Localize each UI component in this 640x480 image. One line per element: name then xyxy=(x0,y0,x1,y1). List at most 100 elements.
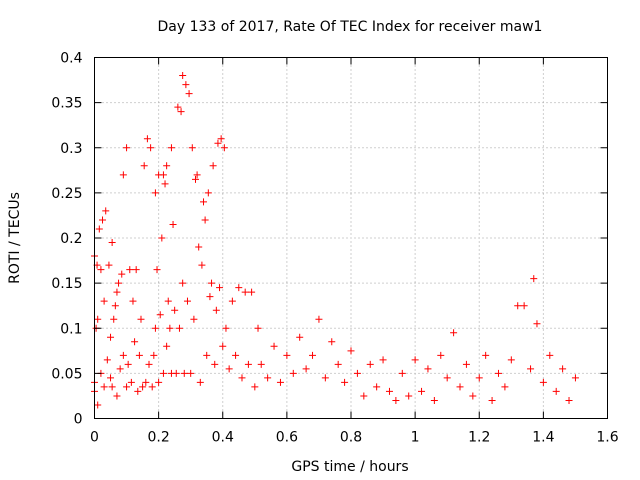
data-point xyxy=(315,315,323,323)
data-point xyxy=(200,198,208,206)
data-point xyxy=(309,351,317,359)
data-point xyxy=(113,288,121,296)
data-point xyxy=(571,374,579,382)
data-point xyxy=(360,392,368,400)
data-point xyxy=(113,392,121,400)
data-point xyxy=(238,374,246,382)
data-point xyxy=(398,369,406,377)
data-point xyxy=(418,387,426,395)
data-point xyxy=(334,360,342,368)
data-point xyxy=(475,374,483,382)
x-tick-label: 1.4 xyxy=(532,430,554,446)
data-point xyxy=(163,162,171,170)
data-point xyxy=(222,324,230,332)
data-point xyxy=(123,144,131,152)
y-tick-label: 0.1 xyxy=(60,321,82,337)
grid-layer xyxy=(94,57,608,419)
data-point xyxy=(193,171,201,179)
data-point xyxy=(296,333,304,341)
data-point xyxy=(188,144,196,152)
y-tick-label: 0 xyxy=(74,412,83,428)
y-tick-label: 0.15 xyxy=(51,276,82,292)
data-point xyxy=(174,103,182,111)
data-point xyxy=(539,378,547,386)
data-point xyxy=(251,383,259,391)
points-layer xyxy=(91,72,579,409)
data-point xyxy=(565,396,573,404)
data-point xyxy=(107,374,115,382)
x-tick-label: 1.6 xyxy=(596,430,618,446)
data-point xyxy=(235,284,243,292)
data-point xyxy=(437,351,445,359)
ticks-layer: 0 0.2 0.4 0.6 0.8 1 1.2 1.4 1.6 0 0.05 0.1 0.15 0.2 0.… xyxy=(51,51,618,446)
data-point xyxy=(214,139,222,147)
x-tick-label: 0.4 xyxy=(212,430,234,446)
data-point xyxy=(164,297,172,305)
data-point xyxy=(102,207,110,215)
data-point xyxy=(169,220,177,228)
data-point xyxy=(209,162,217,170)
data-point xyxy=(228,297,236,305)
data-point xyxy=(225,365,233,373)
data-point xyxy=(469,392,477,400)
data-point xyxy=(180,369,188,377)
data-point xyxy=(105,261,113,269)
x-tick-label: 0 xyxy=(90,430,99,446)
data-point xyxy=(97,266,105,274)
data-point xyxy=(163,342,171,350)
chart-title: Day 133 of 2017, Rate Of TEC Index for r… xyxy=(158,19,543,35)
y-tick-label: 0.2 xyxy=(60,231,82,247)
data-point xyxy=(107,333,115,341)
data-point xyxy=(187,369,195,377)
data-point xyxy=(182,81,190,89)
data-point xyxy=(161,180,169,188)
data-point xyxy=(450,329,458,337)
data-point xyxy=(392,396,400,404)
data-point xyxy=(244,360,252,368)
data-point xyxy=(134,387,142,395)
data-point xyxy=(347,347,355,355)
x-tick-label: 0.2 xyxy=(147,430,169,446)
data-point xyxy=(108,239,116,247)
data-point xyxy=(147,144,155,152)
x-tick-label: 1 xyxy=(411,430,420,446)
data-point xyxy=(118,270,126,278)
data-point xyxy=(156,311,164,319)
y-axis-label: ROTI / TECUs xyxy=(7,192,23,284)
data-point xyxy=(385,387,393,395)
data-point xyxy=(132,266,140,274)
data-point xyxy=(155,378,163,386)
data-point xyxy=(559,365,567,373)
data-point xyxy=(131,338,139,346)
data-point xyxy=(289,369,297,377)
data-point xyxy=(143,135,151,143)
data-point xyxy=(488,396,496,404)
data-point xyxy=(151,189,159,197)
y-tick-label: 0.05 xyxy=(51,366,82,382)
data-point xyxy=(203,351,211,359)
data-point xyxy=(254,324,262,332)
data-point xyxy=(124,360,132,368)
y-tick-label: 0.4 xyxy=(60,51,82,67)
data-point xyxy=(373,383,381,391)
data-point xyxy=(456,383,464,391)
data-point xyxy=(198,261,206,269)
data-point xyxy=(95,225,103,233)
data-point xyxy=(167,144,175,152)
x-tick-label: 1.2 xyxy=(468,430,490,446)
data-point xyxy=(172,369,180,377)
data-point xyxy=(411,356,419,364)
data-point xyxy=(159,171,167,179)
data-point xyxy=(127,378,135,386)
data-point xyxy=(482,351,490,359)
data-point xyxy=(185,90,193,98)
data-point xyxy=(126,266,134,274)
data-point xyxy=(321,374,329,382)
data-point xyxy=(190,315,198,323)
data-point xyxy=(507,356,515,364)
data-point xyxy=(142,378,150,386)
y-tick-label: 0.35 xyxy=(51,96,82,112)
data-point xyxy=(527,365,535,373)
data-point xyxy=(151,324,159,332)
